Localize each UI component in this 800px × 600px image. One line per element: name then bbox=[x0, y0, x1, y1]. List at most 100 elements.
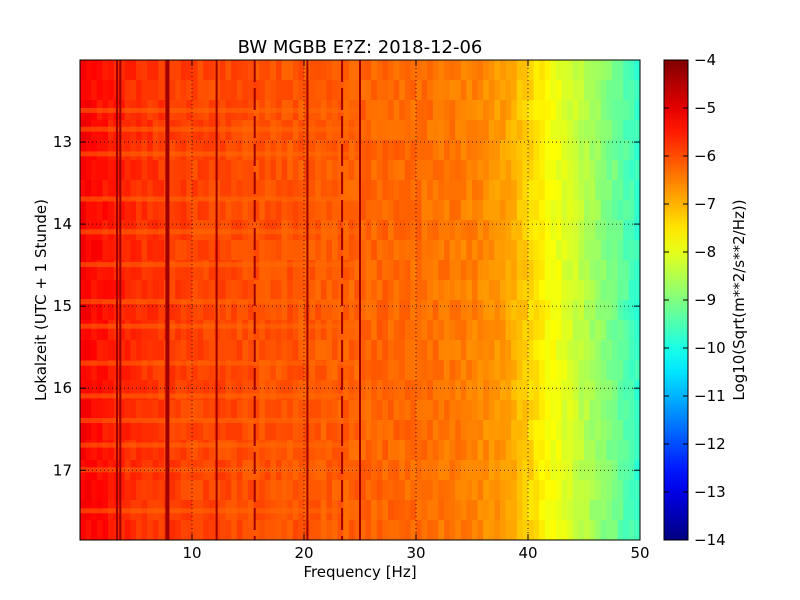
heatmap-cell bbox=[80, 480, 87, 501]
heatmap-cell bbox=[410, 360, 417, 381]
heatmap-cell bbox=[483, 180, 490, 201]
heatmap-cell bbox=[124, 360, 131, 381]
event-band bbox=[80, 508, 360, 514]
heatmap-cell bbox=[360, 240, 367, 261]
heatmap-cell bbox=[231, 440, 238, 461]
heatmap-cell bbox=[96, 400, 103, 421]
heatmap-cell bbox=[371, 60, 378, 81]
heatmap-cell bbox=[354, 280, 361, 301]
heatmap-cell bbox=[276, 260, 283, 281]
heatmap-cell bbox=[606, 460, 613, 481]
heatmap-cell bbox=[253, 60, 260, 81]
heatmap-cell bbox=[276, 380, 283, 401]
heatmap-cell bbox=[427, 140, 434, 161]
heatmap-cell bbox=[472, 120, 479, 141]
heatmap-cell bbox=[270, 360, 277, 381]
heatmap-cell bbox=[533, 80, 540, 101]
heatmap-cell bbox=[130, 140, 137, 161]
heatmap-cell bbox=[169, 300, 176, 321]
heatmap-cell bbox=[158, 260, 165, 281]
heatmap-cell bbox=[516, 340, 523, 361]
heatmap-cell bbox=[612, 100, 619, 121]
heatmap-cell bbox=[427, 520, 434, 540]
heatmap-cell bbox=[449, 440, 456, 461]
heatmap-cell bbox=[567, 200, 574, 221]
heatmap-cell bbox=[505, 80, 512, 101]
heatmap-cell bbox=[561, 500, 568, 521]
heatmap-cell bbox=[460, 440, 467, 461]
heatmap-cell bbox=[455, 320, 462, 341]
heatmap-cell bbox=[180, 340, 187, 361]
heatmap-cell bbox=[466, 80, 473, 101]
heatmap-cell bbox=[488, 380, 495, 401]
heatmap-cell bbox=[612, 500, 619, 521]
heatmap-cell bbox=[102, 240, 109, 261]
heatmap-cell bbox=[147, 280, 154, 301]
heatmap-cell bbox=[326, 420, 333, 441]
heatmap-cell bbox=[544, 220, 551, 241]
heatmap-cell bbox=[208, 160, 215, 181]
heatmap-cell bbox=[348, 400, 355, 421]
heatmap-cell bbox=[432, 240, 439, 261]
heatmap-cell bbox=[292, 360, 299, 381]
heatmap-cell bbox=[572, 160, 579, 181]
heatmap-cell bbox=[343, 440, 350, 461]
heatmap-cell bbox=[539, 200, 546, 221]
heatmap-cell bbox=[287, 400, 294, 421]
heatmap-cell bbox=[522, 500, 529, 521]
heatmap-cell bbox=[332, 360, 339, 381]
heatmap-cell bbox=[175, 520, 182, 540]
heatmap-cell bbox=[225, 380, 232, 401]
heatmap-cell bbox=[298, 60, 305, 81]
heatmap-cell bbox=[281, 480, 288, 501]
heatmap-cell bbox=[533, 280, 540, 301]
heatmap-cell bbox=[556, 480, 563, 501]
heatmap-cell bbox=[595, 480, 602, 501]
heatmap-cell bbox=[376, 320, 383, 341]
heatmap-cell bbox=[242, 80, 249, 101]
heatmap-cell bbox=[102, 440, 109, 461]
heatmap-cell bbox=[516, 360, 523, 381]
heatmap-cell bbox=[444, 80, 451, 101]
heatmap-cell bbox=[147, 80, 154, 101]
heatmap-cell bbox=[444, 120, 451, 141]
heatmap-cell bbox=[119, 380, 126, 401]
heatmap-cell bbox=[108, 160, 115, 181]
heatmap-cell bbox=[556, 200, 563, 221]
heatmap-cell bbox=[561, 140, 568, 161]
heatmap-cell bbox=[119, 260, 126, 281]
heatmap-cell bbox=[612, 140, 619, 161]
heatmap-cell bbox=[309, 480, 316, 501]
heatmap-cell bbox=[528, 320, 535, 341]
heatmap-cell bbox=[225, 140, 232, 161]
heatmap-cell bbox=[416, 340, 423, 361]
heatmap-cell bbox=[516, 280, 523, 301]
heatmap-cell bbox=[91, 520, 98, 540]
heatmap-cell bbox=[617, 160, 624, 181]
heatmap-cell bbox=[511, 480, 518, 501]
heatmap-cell bbox=[175, 180, 182, 201]
heatmap-cell bbox=[617, 280, 624, 301]
heatmap-cell bbox=[80, 180, 87, 201]
heatmap-cell bbox=[108, 80, 115, 101]
heatmap-cell bbox=[264, 360, 271, 381]
heatmap-cell bbox=[203, 260, 210, 281]
heatmap-cell bbox=[376, 160, 383, 181]
heatmap-cell bbox=[595, 160, 602, 181]
heatmap-cell bbox=[544, 200, 551, 221]
heatmap-cell bbox=[584, 360, 591, 381]
heatmap-cell bbox=[393, 280, 400, 301]
heatmap-cell bbox=[477, 400, 484, 421]
heatmap-cell bbox=[80, 340, 87, 361]
heatmap-cell bbox=[595, 300, 602, 321]
heatmap-cell bbox=[231, 400, 238, 421]
heatmap-cell bbox=[606, 80, 613, 101]
heatmap-cell bbox=[606, 220, 613, 241]
heatmap-cell bbox=[617, 260, 624, 281]
heatmap-cell bbox=[298, 340, 305, 361]
heatmap-cell bbox=[488, 420, 495, 441]
heatmap-cell bbox=[102, 380, 109, 401]
heatmap-cell bbox=[225, 180, 232, 201]
heatmap-cell bbox=[136, 140, 143, 161]
heatmap-cell bbox=[158, 180, 165, 201]
